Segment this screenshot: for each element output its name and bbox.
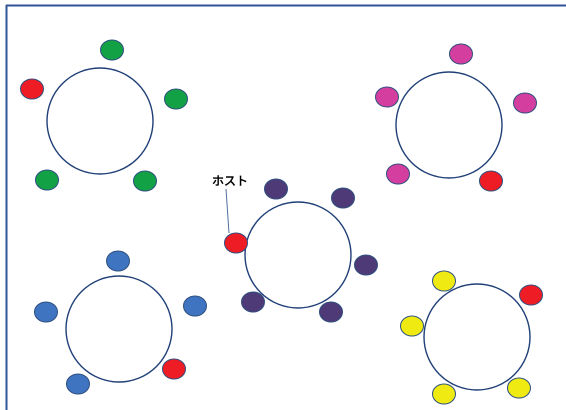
host-label: ホスト (212, 174, 248, 188)
host-leader-line (225, 188, 230, 234)
round-table (65, 275, 173, 383)
guest-seat (375, 86, 399, 108)
guest-seat (35, 169, 59, 191)
tables-layer (20, 39, 543, 405)
round-table (423, 283, 531, 391)
round-table (46, 67, 154, 175)
guest-seat (133, 170, 157, 192)
guest-seat (183, 295, 207, 317)
guest-seat (432, 270, 456, 292)
guest-seat (319, 301, 343, 323)
guest-seat (100, 39, 124, 61)
guest-seat (513, 92, 537, 114)
host-seat (20, 78, 44, 100)
table-purple (224, 178, 378, 323)
guest-seat (106, 250, 130, 272)
table-green (20, 39, 188, 192)
guest-seat (241, 291, 265, 313)
round-table (395, 71, 503, 179)
guest-seat (449, 43, 473, 65)
guest-seat (400, 315, 424, 337)
round-table (244, 201, 352, 309)
guest-seat (386, 163, 410, 185)
guest-seat (331, 187, 355, 209)
host-seat (224, 232, 248, 254)
guest-seat (164, 88, 188, 110)
table-yellow (400, 270, 543, 405)
host-seat (519, 284, 543, 306)
guest-seat (507, 377, 531, 399)
host-seat (479, 170, 503, 192)
guest-seat (354, 254, 378, 276)
table-blue (34, 250, 207, 395)
guest-seat (34, 301, 58, 323)
guest-seat (432, 383, 456, 405)
guest-seat (66, 373, 90, 395)
host-seat (162, 358, 186, 380)
table-magenta (375, 43, 537, 192)
guest-seat (264, 178, 288, 200)
